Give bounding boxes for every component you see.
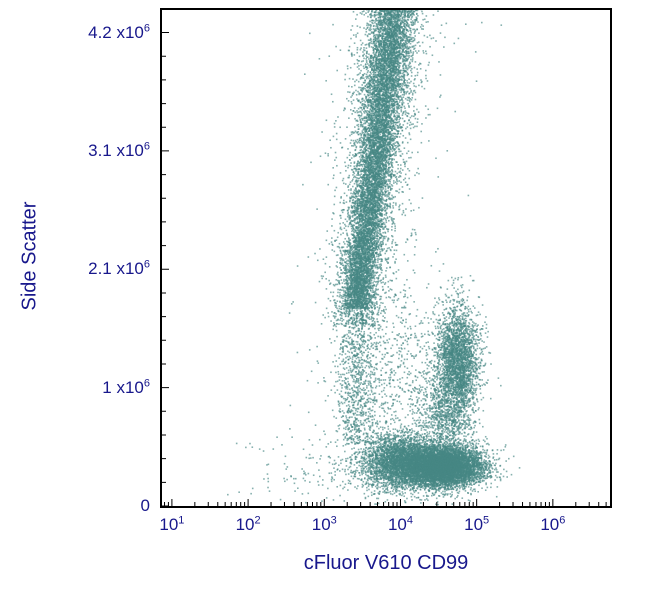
x-tick-exponent: 3 <box>330 514 337 527</box>
x-tick-exponent: 5 <box>483 514 490 527</box>
y-tick-label: 3.1 x106 <box>88 140 150 160</box>
x-tick-exponent: 4 <box>406 514 413 527</box>
y-axis-title: Side Scatter <box>18 201 41 311</box>
x-tick-label: 106 <box>540 514 566 534</box>
x-tick-exponent: 1 <box>178 514 185 527</box>
x-tick-exponent: 2 <box>254 514 261 527</box>
x-tick-label: 102 <box>235 514 261 534</box>
scatter-points-canvas <box>162 10 610 506</box>
y-tick-exponent: 6 <box>143 140 150 153</box>
x-tick-label: 101 <box>159 514 185 534</box>
y-tick-label: 1 x106 <box>102 376 150 397</box>
x-tick-exponent: 6 <box>559 514 566 527</box>
y-tick-label: 0 <box>140 496 150 515</box>
x-tick-label: 103 <box>311 514 337 534</box>
plot-area <box>160 8 612 508</box>
x-tick-label: 104 <box>387 514 413 534</box>
y-tick-exponent: 6 <box>143 376 150 389</box>
y-tick-label: 2.1 x106 <box>88 258 150 279</box>
x-tick-label: 105 <box>464 514 490 534</box>
y-tick-exponent: 6 <box>143 21 150 34</box>
x-axis-title: cFluor V610 CD99 <box>303 552 469 574</box>
y-tick-label: 4.2 x106 <box>88 21 150 42</box>
y-tick-exponent: 6 <box>143 258 150 271</box>
